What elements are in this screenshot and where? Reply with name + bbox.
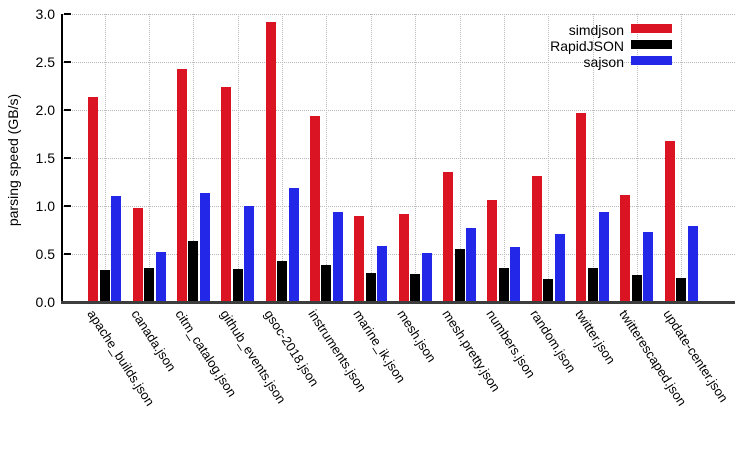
bar-sajson-twitter.json (599, 211, 610, 302)
y-tick-mark (64, 156, 71, 159)
legend-item-RapidJSON: RapidJSON (512, 38, 712, 54)
legend-swatch-simdjson (631, 24, 672, 33)
legend-swatch-RapidJSON (631, 40, 672, 49)
y-tick-label: 2.5 (35, 54, 55, 71)
bar-simdjson-numbers.json (487, 200, 498, 302)
y-gridline (63, 62, 735, 64)
x-gridline (326, 14, 328, 302)
legend-label: RapidJSON (550, 38, 624, 54)
x-gridline (548, 14, 550, 302)
bar-sajson-instruments.json (332, 211, 343, 302)
x-gridline (149, 14, 151, 302)
bar-RapidJSON-github_events.json (232, 268, 243, 302)
bar-sajson-numbers.json (510, 246, 521, 302)
y-gridline (63, 157, 735, 159)
bar-RapidJSON-apache_builds.json (99, 269, 110, 302)
bar-sajson-apache_builds.json (111, 196, 122, 302)
y-tick-mark (64, 252, 71, 255)
bar-sajson-github_events.json (244, 205, 255, 302)
bar-RapidJSON-citm_catalog.json (188, 241, 199, 302)
y-gridline (63, 110, 735, 112)
bar-sajson-random.json (554, 233, 565, 302)
x-gridline (415, 14, 417, 302)
bar-RapidJSON-update-center.json (676, 277, 687, 302)
bar-RapidJSON-marine_ik.json (365, 272, 376, 302)
x-gridline (104, 14, 106, 302)
x-gridline (193, 14, 195, 302)
legend-item-sajson: sajson (512, 54, 712, 70)
y-tick-label: 3.0 (35, 6, 55, 23)
x-tick-label: random.json (527, 307, 580, 376)
x-gridline (503, 14, 505, 302)
bar-sajson-mesh.pretty.json (466, 227, 476, 302)
bar-RapidJSON-twitterescaped.json (631, 274, 642, 302)
bar-simdjson-apache_builds.json (88, 96, 99, 302)
y-tick-label: 2.0 (35, 102, 55, 119)
bar-simdjson-github_events.json (221, 87, 232, 302)
bar-sajson-mesh.json (421, 252, 432, 302)
bar-simdjson-citm_catalog.json (176, 68, 187, 302)
y-gridline (63, 14, 735, 16)
y-tick-mark (64, 61, 71, 64)
bar-simdjson-update-center.json (664, 140, 675, 302)
bar-simdjson-instruments.json (309, 115, 320, 302)
bar-simdjson-random.json (531, 176, 542, 302)
x-gridline (370, 14, 372, 302)
x-gridline (282, 14, 284, 302)
bar-sajson-marine_ik.json (377, 245, 388, 302)
bar-RapidJSON-mesh.json (410, 273, 421, 302)
bar-simdjson-twitterescaped.json (620, 195, 631, 302)
bar-simdjson-marine_ik.json (354, 216, 365, 302)
bar-simdjson-gsoc-2018.json (265, 22, 276, 302)
bar-RapidJSON-mesh.pretty.json (454, 248, 465, 302)
y-tick-label: 0.5 (35, 245, 55, 262)
bar-simdjson-mesh.json (398, 214, 409, 302)
x-tick-label: canada.json (128, 307, 180, 374)
y-tick-label: 0.0 (35, 293, 55, 310)
y-tick-mark (64, 204, 71, 207)
bar-sajson-gsoc-2018.json (288, 187, 299, 302)
bar-RapidJSON-gsoc-2018.json (277, 261, 288, 302)
bar-RapidJSON-canada.json (144, 268, 155, 302)
bar-simdjson-canada.json (132, 207, 143, 302)
y-tick-mark (64, 109, 71, 112)
bar-RapidJSON-twitter.json (587, 268, 598, 302)
bar-RapidJSON-instruments.json (321, 265, 332, 302)
y-tick-label: 1.5 (35, 149, 55, 166)
x-gridline (459, 14, 461, 302)
x-axis-line (61, 300, 735, 304)
x-gridline (237, 14, 239, 302)
x-gridline (636, 14, 638, 302)
bar-sajson-citm_catalog.json (199, 193, 210, 302)
bar-sajson-twitterescaped.json (643, 231, 654, 302)
bar-sajson-canada.json (155, 251, 166, 302)
y-gridline (63, 205, 735, 207)
bar-simdjson-twitter.json (576, 112, 587, 302)
y-tick-label: 1.0 (35, 197, 55, 214)
y-axis-line (61, 14, 63, 304)
legend-label: simdjson (568, 22, 624, 38)
legend-label: sajson (583, 54, 624, 70)
x-gridline (681, 14, 683, 302)
x-tick-label: twitter.json (571, 307, 618, 367)
bar-RapidJSON-random.json (543, 279, 554, 302)
x-gridline (592, 14, 594, 302)
bar-simdjson-mesh.pretty.json (443, 172, 453, 302)
bar-RapidJSON-numbers.json (498, 268, 509, 302)
y-tick-mark (64, 13, 71, 16)
legend-item-simdjson: simdjson (512, 22, 712, 38)
legend-swatch-sajson (631, 56, 672, 65)
x-tick-label: mesh.json (394, 307, 440, 365)
bar-sajson-update-center.json (687, 225, 698, 302)
